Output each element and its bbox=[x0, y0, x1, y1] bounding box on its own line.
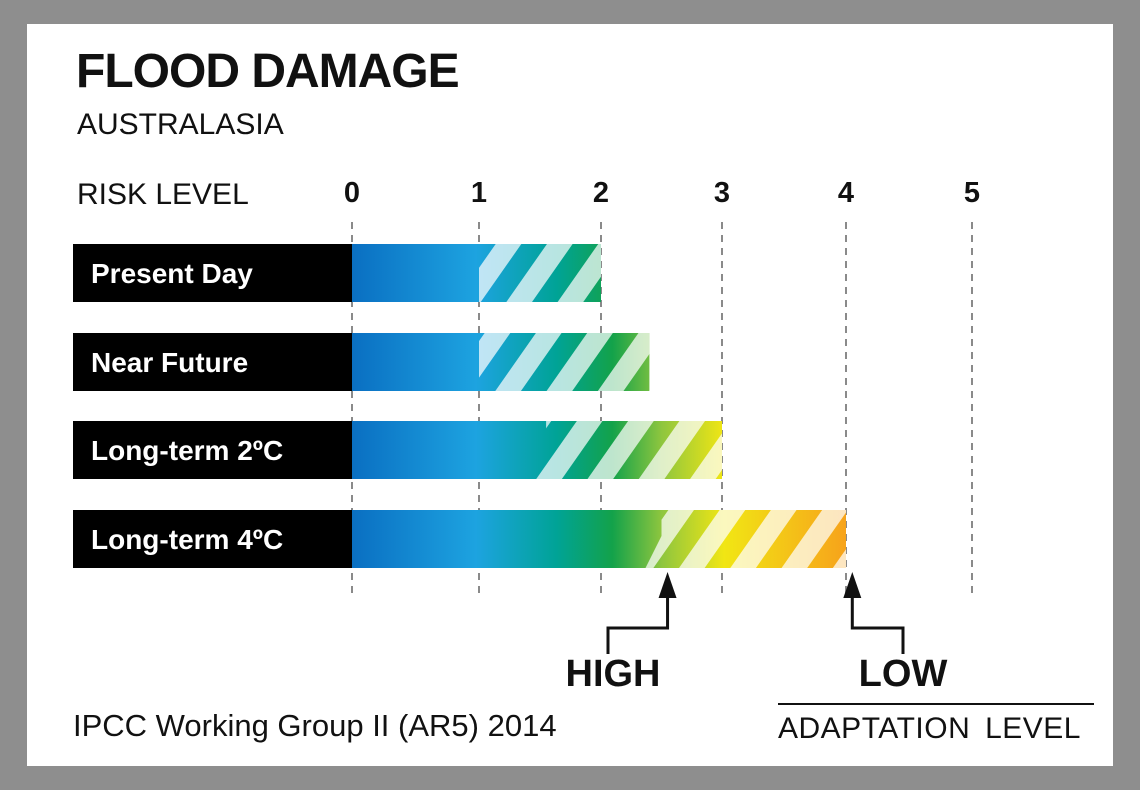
high-arrow-line bbox=[606, 596, 670, 654]
tick-label-1: 1 bbox=[471, 177, 487, 209]
chart-title: FLOOD DAMAGE bbox=[76, 45, 460, 98]
source-citation: IPCC Working Group II (AR5) 2014 bbox=[73, 708, 557, 743]
low-arrow-line bbox=[850, 596, 905, 654]
category-box-present-day bbox=[73, 244, 352, 302]
bar-adaptation-range-near-future bbox=[479, 333, 650, 391]
category-box-near-future bbox=[73, 333, 352, 391]
category-label-near-future: Near Future bbox=[91, 347, 248, 378]
category-label-present-day: Present Day bbox=[91, 258, 253, 289]
tick-label-2: 2 bbox=[593, 177, 609, 209]
category-label-long-term-4-c: Long-term 4ºC bbox=[91, 524, 283, 555]
low-arrow-head bbox=[843, 572, 862, 598]
bar-adaptation-range-long-term-2-c bbox=[530, 421, 722, 479]
tick-label-4: 4 bbox=[838, 177, 854, 209]
category-box-long-term-4-c bbox=[73, 510, 352, 568]
tick-label-0: 0 bbox=[344, 177, 360, 209]
bar-adaptation-range-long-term-4-c bbox=[645, 510, 846, 568]
tick-label-5: 5 bbox=[964, 177, 980, 209]
high-marker-label: HIGH bbox=[566, 653, 661, 695]
high-arrow-head bbox=[658, 572, 677, 598]
category-label-long-term-2-c: Long-term 2ºC bbox=[91, 435, 283, 466]
low-marker-label: LOW bbox=[859, 653, 948, 695]
chart-card bbox=[27, 24, 1113, 766]
adaptation-divider bbox=[778, 703, 1094, 705]
category-box-long-term-2-c bbox=[73, 421, 352, 479]
chart-subtitle: AUSTRALASIA bbox=[77, 108, 284, 141]
bar-adaptation-range-present-day bbox=[479, 244, 601, 302]
tick-label-3: 3 bbox=[714, 177, 730, 209]
adaptation-level-label: ADAPTATION LEVEL bbox=[778, 712, 1081, 745]
risk-level-label: RISK LEVEL bbox=[77, 178, 249, 211]
